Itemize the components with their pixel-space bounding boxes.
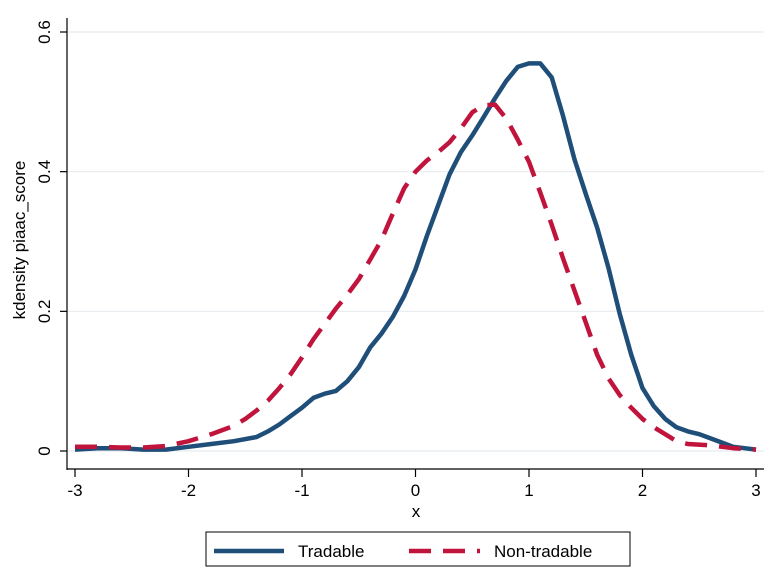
legend: Tradable Non-tradable: [205, 531, 631, 567]
x-tick-label-6: 3: [751, 481, 760, 500]
x-tick-label-0: -3: [67, 481, 82, 500]
x-tick-label-1: -2: [181, 481, 196, 500]
legend-label-1: Non-tradable: [494, 542, 592, 561]
y-tick-label-2: 0.4: [35, 160, 54, 184]
y-axis-title: kdensity piaac_score: [10, 161, 29, 320]
x-axis-title: x: [412, 502, 421, 521]
x-tick-label-5: 2: [638, 481, 647, 500]
legend-label-0: Tradable: [298, 542, 364, 561]
series-line-non-tradable: [75, 102, 757, 452]
x-tick-label-3: 0: [411, 481, 420, 500]
y-tick-label-0: 0: [35, 446, 54, 455]
plot-background: [67, 18, 764, 469]
axes: 0 0.2 0.4 0.6 -3 -2 -1 0 1 2 3: [35, 18, 764, 500]
x-tick-label-2: -1: [294, 481, 309, 500]
y-tick-label-1: 0.2: [35, 300, 54, 324]
y-tick-label-3: 0.6: [35, 20, 54, 44]
series-layer: [74, 61, 757, 452]
x-tick-label-4: 1: [524, 481, 533, 500]
series-line-tradable: [74, 61, 757, 452]
